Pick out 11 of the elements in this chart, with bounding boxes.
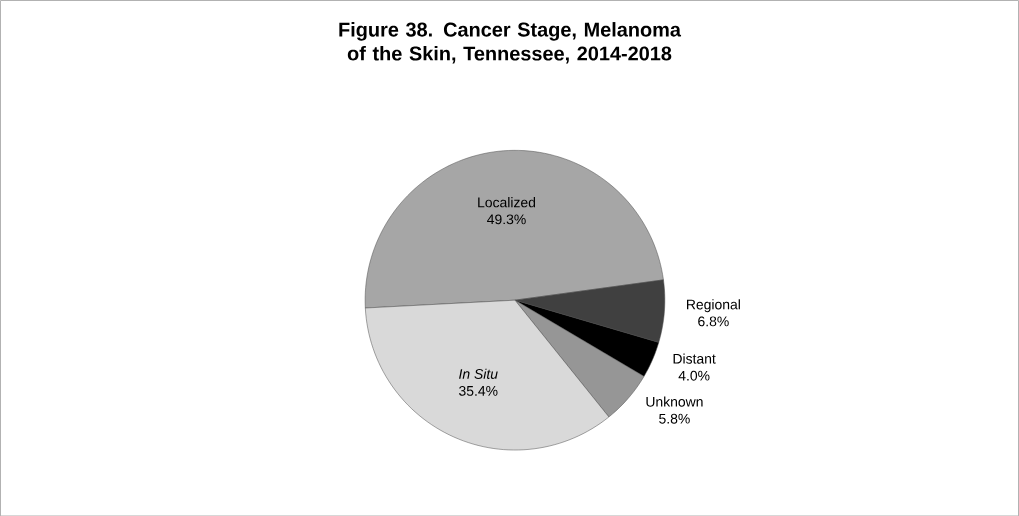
slice-label: Regional	[687, 298, 740, 312]
data-label: 5.8%	[659, 413, 690, 424]
data-label: 6.8%	[698, 316, 729, 327]
slice-label: Unknown	[646, 396, 703, 407]
data-label: 4.0%	[678, 370, 710, 381]
slice-label: Localized	[478, 196, 536, 208]
slice-label: Distant	[673, 353, 716, 364]
data-label: 49.3%	[487, 214, 526, 225]
data-label: 35.4%	[459, 385, 498, 396]
slice-label: In Situ	[459, 368, 498, 379]
chart-title: Figure 38. Cancer Stage, Melanoma of the Skin, Tennessee, 2014-2018	[339, 21, 682, 64]
